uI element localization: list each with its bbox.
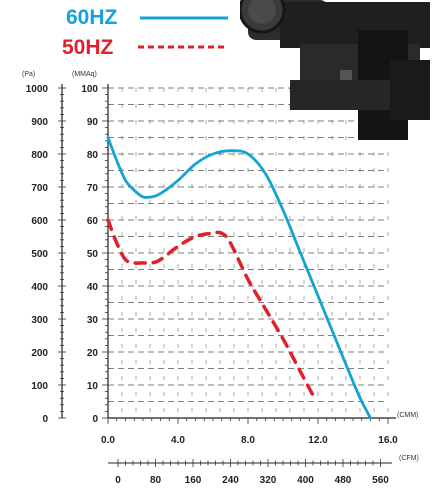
legend-swatches (138, 16, 228, 49)
mmaq-tick-label: 0 (92, 414, 98, 425)
fan-product-image (240, 0, 430, 140)
mmaq-tick-label: 70 (87, 183, 99, 194)
cfm-tick-label: 480 (335, 475, 352, 486)
mmaq-tick-label: 100 (81, 84, 98, 95)
cfm-tick-label: 400 (297, 475, 314, 486)
series-line-50hz (106, 218, 317, 400)
mmaq-tick-label: 40 (87, 282, 99, 293)
pa-unit-label: (Pa) (22, 71, 36, 78)
mmaq-tick-label: 60 (87, 216, 99, 227)
pa-tick-label: 1000 (26, 84, 49, 95)
pa-tick-label: 0 (42, 414, 48, 425)
series-line-60hz (106, 136, 372, 420)
pa-tick-label: 700 (31, 183, 48, 194)
chart-tick-labels: 0100200300400500600700800900100001020304… (26, 84, 398, 486)
mmaq-tick-label: 20 (87, 348, 99, 359)
legend-label-50hz: 50HZ (62, 36, 114, 59)
mmaq-tick-label: 10 (87, 381, 99, 392)
cmm-axis-label: (CMM) (397, 412, 419, 419)
pa-tick-label: 300 (31, 315, 48, 326)
cmm-tick-label: 0.0 (101, 435, 115, 446)
mmaq-tick-label: 50 (87, 249, 99, 260)
pa-tick-label: 100 (31, 381, 48, 392)
pa-tick-label: 500 (31, 249, 48, 260)
cmm-tick-label: 16.0 (378, 435, 398, 446)
pa-tick-label: 400 (31, 282, 48, 293)
legend-label-60hz: 60HZ (66, 6, 118, 29)
cmm-tick-label: 12.0 (308, 435, 328, 446)
cfm-tick-label: 560 (372, 475, 389, 486)
cfm-tick-label: 320 (260, 475, 277, 486)
cmm-tick-label: 8.0 (241, 435, 255, 446)
cfm-tick-label: 160 (185, 475, 202, 486)
cmm-tick-label: 4.0 (171, 435, 185, 446)
mmaq-tick-label: 90 (87, 117, 99, 128)
pa-tick-label: 200 (31, 348, 48, 359)
mmaq-tick-label: 30 (87, 315, 99, 326)
cfm-tick-label: 80 (150, 475, 162, 486)
cfm-axis-label: (CFM) (399, 455, 419, 462)
chart-series (106, 136, 372, 420)
mmaq-tick-label: 80 (87, 150, 99, 161)
cfm-tick-label: 0 (115, 475, 121, 486)
mmaq-unit-label: (MMAq) (72, 71, 97, 78)
pa-tick-label: 600 (31, 216, 48, 227)
cfm-tick-label: 240 (222, 475, 239, 486)
fan-motor-housing (240, 0, 430, 140)
pa-tick-label: 800 (31, 150, 48, 161)
pa-tick-label: 900 (31, 117, 48, 128)
